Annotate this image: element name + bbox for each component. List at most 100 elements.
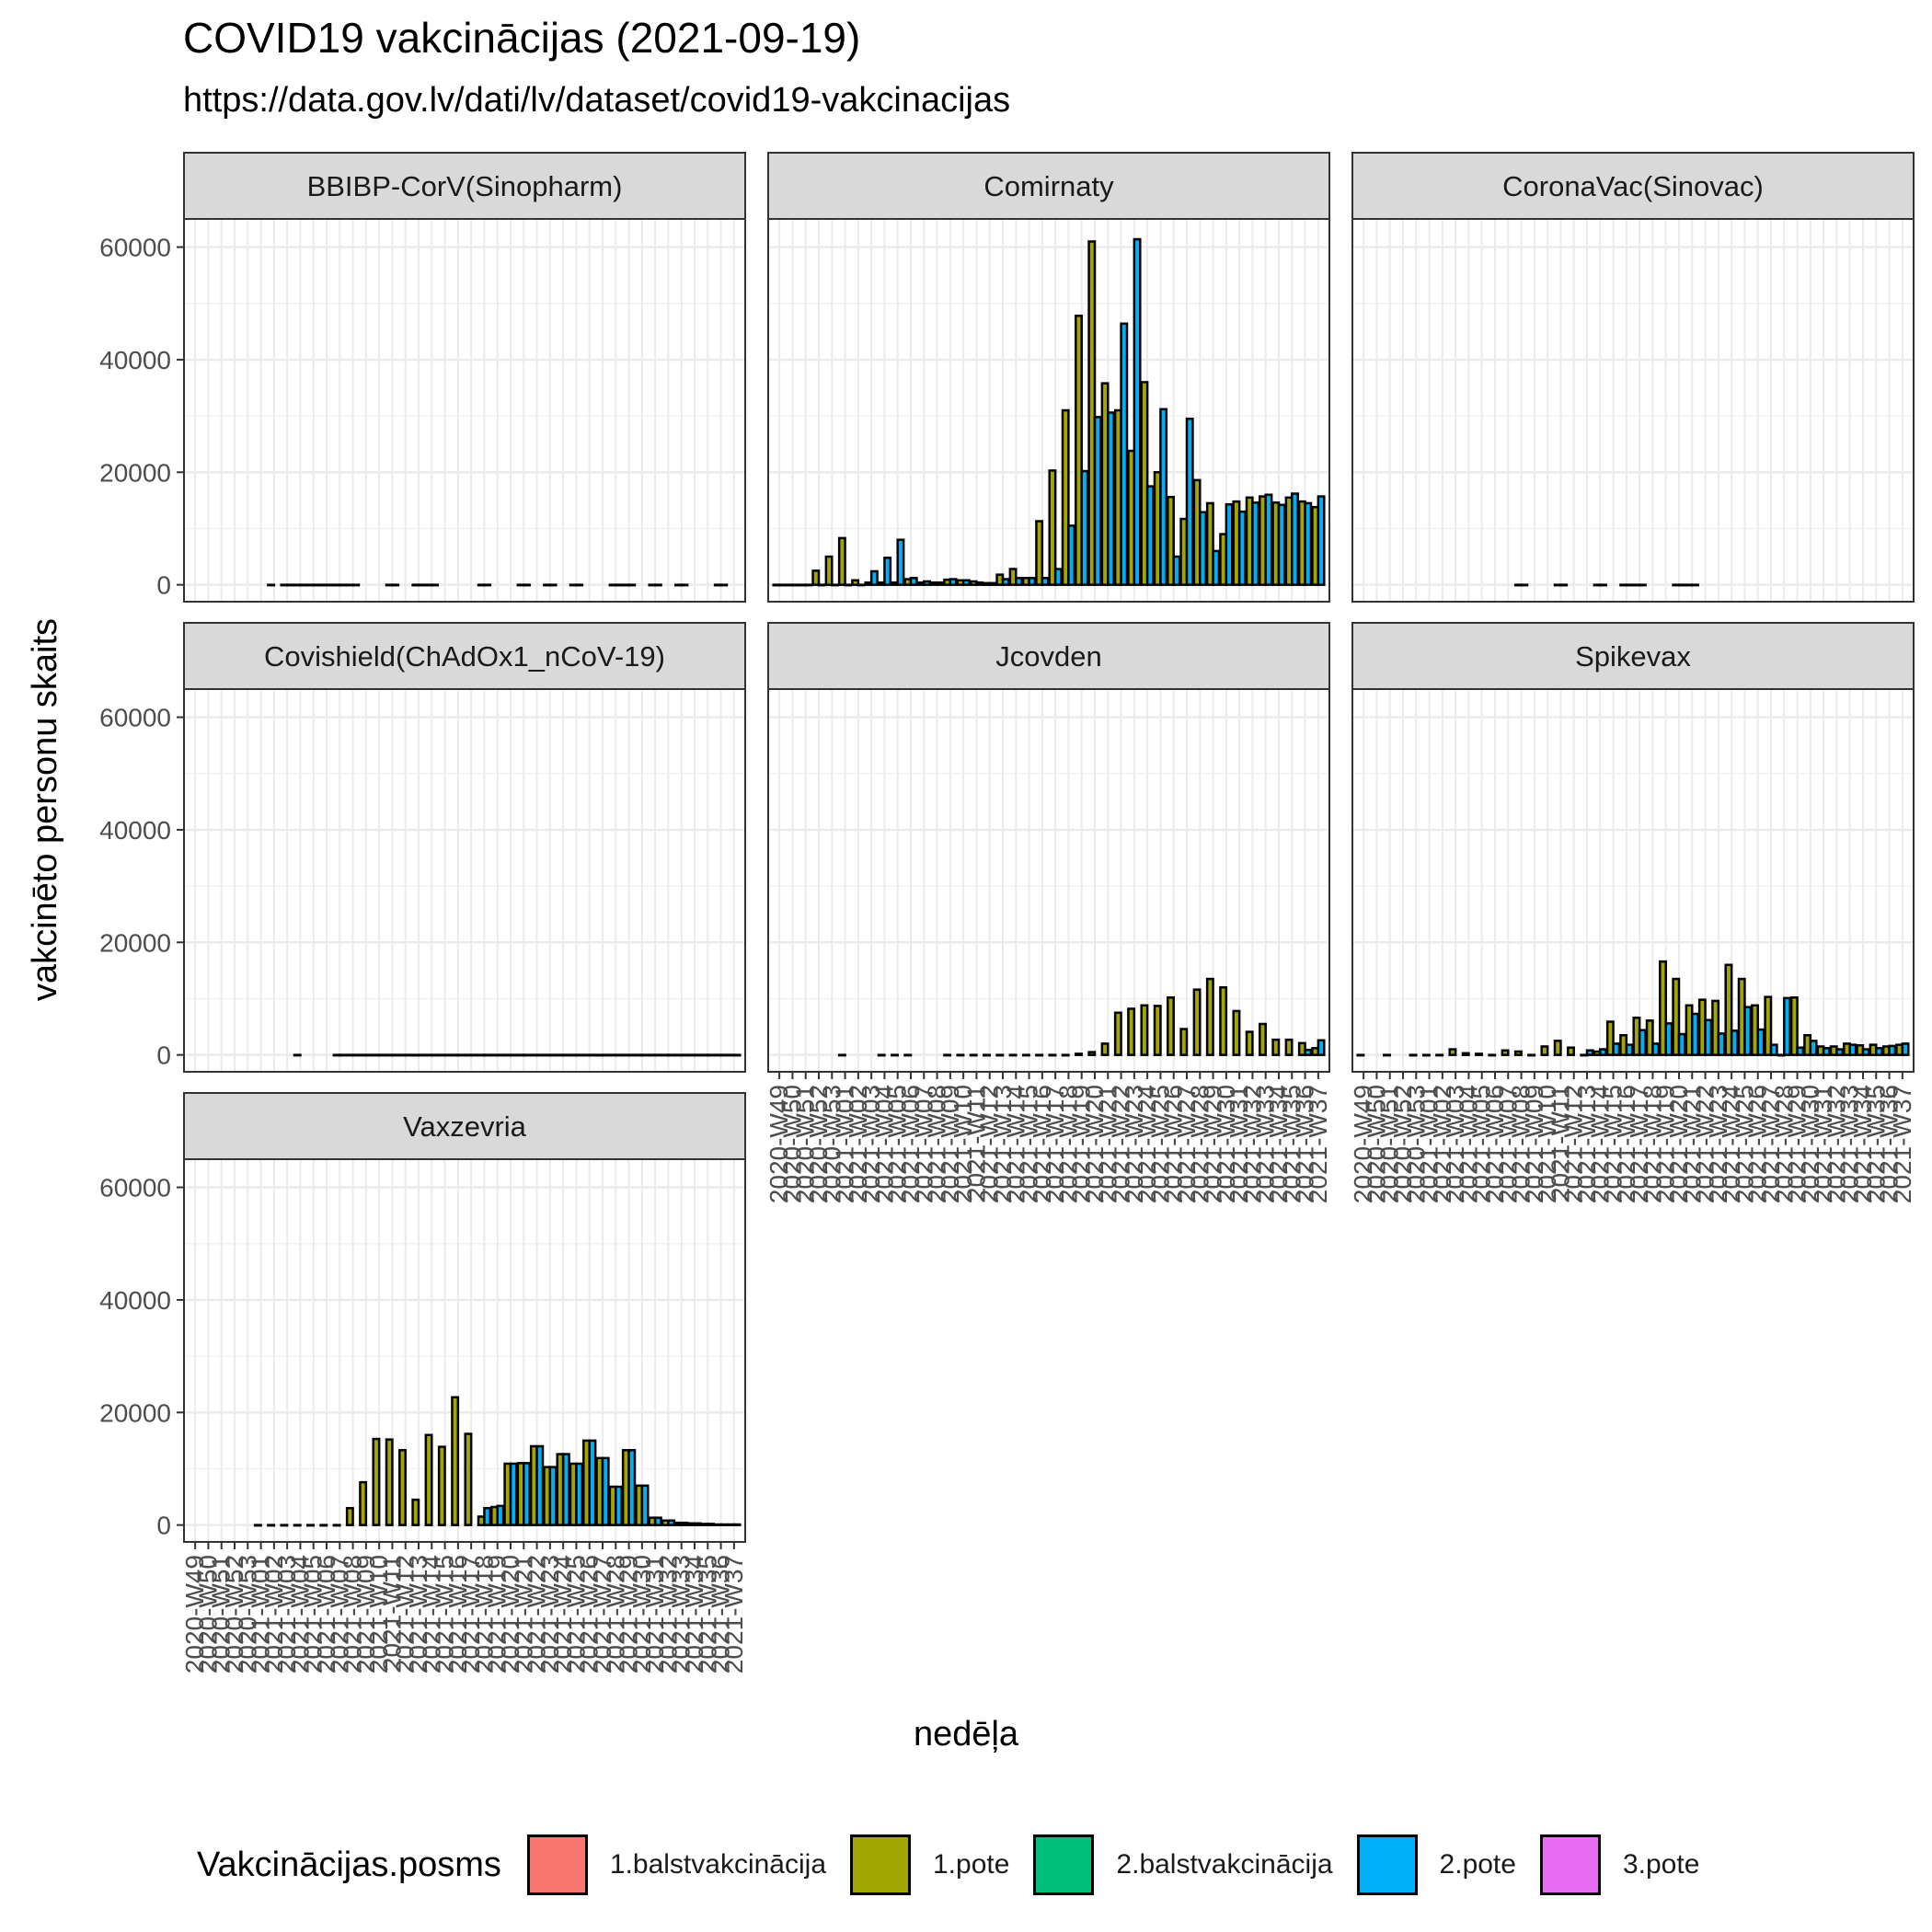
- x-tick-label: 2021-W14: [417, 1555, 445, 1673]
- x-tick-label: 2020-W49: [1349, 1085, 1377, 1203]
- bar: [1461, 1052, 1470, 1056]
- x-tick-label: 2021-W30: [1212, 1085, 1240, 1203]
- x-tick-label: 2020-W49: [180, 1555, 209, 1673]
- x-tick-label: 2021-W21: [1677, 1085, 1706, 1203]
- bar: [693, 1522, 702, 1526]
- bar: [1605, 1020, 1615, 1056]
- bar: [496, 1504, 505, 1526]
- x-tick-label: 2021-W16: [1612, 1085, 1640, 1203]
- facet-strip: [183, 622, 746, 690]
- facet-strip-label: Vaxzevria: [403, 1110, 527, 1143]
- x-tick-label: 2021-W30: [1796, 1085, 1824, 1203]
- bar: [1001, 578, 1010, 586]
- x-tick-label: 2021-W20: [496, 1555, 524, 1673]
- bar: [293, 1524, 302, 1527]
- bar: [1219, 985, 1228, 1056]
- bar: [627, 583, 637, 587]
- x-tick-label: 2021-W07: [909, 1085, 937, 1203]
- x-tick-label: 2021-W36: [1291, 1085, 1319, 1203]
- bar: [693, 1053, 702, 1057]
- bar: [936, 581, 945, 586]
- x-tick-label: 2021-W22: [1107, 1085, 1135, 1203]
- bar: [1645, 1019, 1654, 1056]
- bar: [831, 583, 839, 587]
- bar: [653, 1516, 662, 1526]
- bar: [1789, 995, 1799, 1056]
- x-tick-label: 2021-W19: [483, 1555, 512, 1673]
- x-tick-label: 2021-W24: [1133, 1085, 1161, 1203]
- bar: [1835, 1048, 1845, 1056]
- bar: [1120, 322, 1129, 586]
- x-tick-label: 2021-W07: [1493, 1085, 1522, 1203]
- bar: [719, 1053, 729, 1057]
- x-tick-label: 2020-W52: [220, 1555, 248, 1673]
- bar: [469, 1053, 478, 1057]
- bar: [364, 1053, 374, 1057]
- bar: [824, 555, 834, 586]
- bar: [804, 583, 813, 587]
- bar: [988, 581, 997, 586]
- bar: [1212, 549, 1221, 586]
- x-tick-label: 2021-W11: [1546, 1085, 1574, 1202]
- x-axis-label: nedēļa: [913, 1715, 1019, 1754]
- bar: [975, 581, 984, 586]
- bar: [424, 1433, 433, 1526]
- y-tick-label: 0: [156, 1041, 171, 1070]
- facet-strip-label: Covishield(ChAdOx1_nCoV-19): [264, 640, 665, 673]
- bar: [923, 580, 931, 586]
- x-tick-label: 2020-W53: [817, 1085, 845, 1203]
- bar: [1435, 1053, 1444, 1057]
- bar: [707, 1053, 715, 1057]
- bar: [509, 1462, 518, 1526]
- legend-key-2-pote: [1356, 1834, 1418, 1895]
- facet-strip: [1351, 622, 1915, 690]
- bar: [1113, 1011, 1122, 1056]
- x-tick-label: 2021-W37: [1888, 1085, 1916, 1203]
- bar: [1127, 1007, 1136, 1056]
- x-tick-label: 2021-W37: [719, 1555, 748, 1673]
- bar: [1225, 502, 1234, 586]
- legend-label: 3.pote: [1622, 1849, 1700, 1880]
- bar: [615, 583, 623, 587]
- x-tick-label: 2020-W53: [1401, 1085, 1430, 1203]
- bar: [575, 1053, 584, 1057]
- x-tick-label: 2020-W51: [791, 1085, 820, 1203]
- bar: [1167, 995, 1175, 1056]
- bar: [732, 1053, 742, 1057]
- x-tick-label: 2021-W26: [1743, 1085, 1772, 1203]
- bar: [909, 577, 918, 586]
- bar: [575, 1462, 584, 1526]
- bar: [548, 1466, 558, 1526]
- x-tick-label: 2021-W13: [404, 1555, 432, 1673]
- bar: [1540, 1045, 1549, 1056]
- bar: [267, 1524, 276, 1527]
- bar: [523, 1462, 531, 1526]
- bar: [1409, 1053, 1418, 1057]
- bar: [1284, 1038, 1294, 1056]
- bar: [1638, 583, 1647, 587]
- bar: [1875, 1047, 1883, 1056]
- legend-key-2-balstvakcinacija: [1033, 1834, 1095, 1895]
- bar: [719, 583, 729, 587]
- x-tick-label: 2020-W49: [765, 1085, 793, 1203]
- x-tick-label: 2021-W14: [1001, 1085, 1029, 1203]
- bar: [1251, 501, 1260, 586]
- bar: [896, 538, 905, 586]
- bar: [548, 1053, 558, 1057]
- bar: [1520, 583, 1529, 587]
- bar: [1075, 1052, 1083, 1056]
- x-tick-label: 2021-W16: [1028, 1085, 1056, 1203]
- bar: [615, 1485, 623, 1526]
- bar: [1245, 1030, 1254, 1056]
- bar: [1237, 510, 1247, 586]
- x-tick-label: 2021-W35: [693, 1555, 721, 1673]
- x-tick-label: 2021-W29: [1783, 1085, 1811, 1203]
- bar: [561, 1453, 570, 1526]
- bar: [837, 536, 846, 586]
- bar: [1421, 1053, 1431, 1057]
- bar: [1192, 988, 1202, 1056]
- bar: [339, 583, 347, 587]
- x-tick-label: 2021-W05: [883, 1085, 912, 1203]
- y-tick-label: 60000: [99, 234, 171, 262]
- x-tick-label: 2020-W53: [233, 1555, 261, 1673]
